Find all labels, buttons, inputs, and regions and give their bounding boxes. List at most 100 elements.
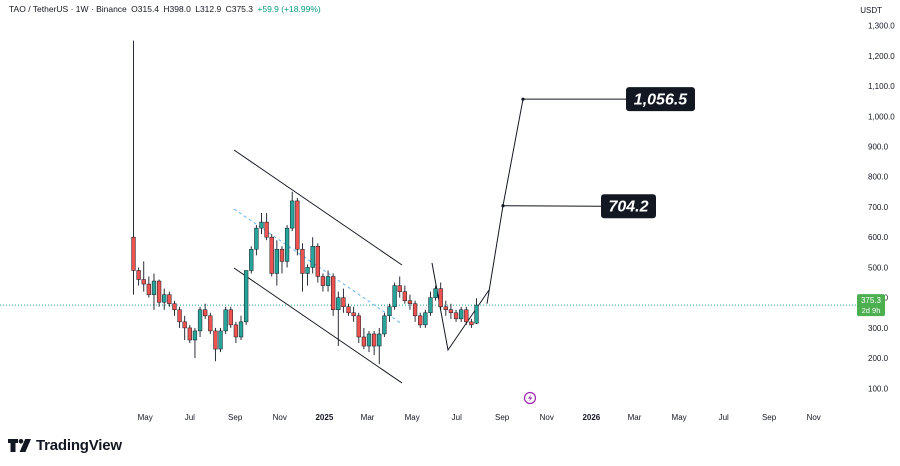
price-tick-label: 500.0 [868,263,889,272]
projection-path[interactable] [486,99,524,304]
candle-body [351,312,356,317]
symbol-legend: TAO / TetherUS · 1W · Binance O315.4 H39… [9,4,323,14]
time-tick-label: May [138,413,153,422]
axis-unit-label: USDT [860,6,882,15]
candle-body [182,321,187,329]
price-tick-label: 1,300.0 [868,22,895,31]
candle-body [371,333,377,347]
low-value: L312.9 [195,4,222,14]
channel-midline[interactable] [233,208,403,325]
candle-body [172,303,177,311]
candle-body [392,285,397,307]
candle-body [402,291,407,301]
brand-name: TradingView [36,437,122,454]
candle-body [274,249,280,274]
target-1056-label: 1,056.5 [634,92,688,109]
price-tick-label: 100.0 [868,384,889,393]
drawing-layer[interactable] [233,97,626,384]
candle-body [167,294,172,304]
candle-body [223,309,228,332]
candle-body [464,309,469,323]
target-704-label: 704.2 [608,199,648,216]
close-value: C375.3 [225,4,254,14]
candle-body [310,246,315,268]
candle-body [192,330,198,341]
candle-body [320,276,326,286]
target-704-box[interactable] [601,194,656,219]
time-tick-label: Jul [185,413,195,422]
time-axis[interactable]: May Jul Sep Nov 2025 Mar May Jul Sep Nov 2026 Mar Ma… [138,413,821,422]
candle-body [233,324,239,338]
candle-body [397,285,402,292]
candle-body [382,315,387,335]
bar-countdown: 2d 9h [862,306,881,315]
candle-body [453,312,459,320]
candle-body [218,330,223,350]
candle-body [151,280,157,295]
candle-body [290,200,295,229]
channel-upper-line[interactable] [233,149,403,266]
candle-body [438,288,443,307]
candle-body [203,309,208,317]
symbol-name[interactable]: TAO / TetherUS · 1W · Binance [9,4,127,14]
target-connector-line[interactable] [502,205,602,207]
candle-body [249,249,254,271]
price-tick-label: 1,100.0 [868,82,895,91]
time-tick-label: 2025 [315,413,333,422]
time-tick-label: Sep [228,413,243,422]
price-tick-label: 1,200.0 [868,52,895,61]
current-price-badge [857,294,885,317]
lightning-icon [528,394,533,402]
price-tick-label: 1,000.0 [868,112,895,121]
candle-body [238,321,244,338]
candle-body [459,309,464,320]
candle-body [361,336,367,347]
time-tick-label: Sep [495,413,510,422]
candle-body [131,236,136,271]
open-value: O315.4 [131,4,160,14]
candle-body [331,276,336,311]
candle-body [341,297,346,307]
channel-lower-line[interactable] [233,267,403,384]
time-tick-label: Mar [628,413,642,422]
candle-body [377,333,382,347]
candle-body [325,276,331,286]
candle-body [243,270,249,323]
candle-body [423,312,428,326]
candle-body [187,327,192,341]
candle-body [295,200,300,250]
price-tick-label: 900.0 [868,142,889,151]
candle-body [412,303,418,317]
price-tick-label: 600.0 [868,233,889,242]
candles-layer [131,40,479,365]
candle-body [300,249,305,274]
candle-body [443,306,448,311]
tradingview-logo[interactable]: TradingView [8,437,122,454]
time-tick-label: Jul [719,413,729,422]
time-tick-label: Nov [273,413,287,422]
time-tick-label: Nov [540,413,554,422]
candle-body [177,309,182,323]
time-tick-label: Mar [361,413,375,422]
candle-body [284,227,290,262]
candle-body [474,304,479,324]
price-tick-label: 800.0 [868,173,889,182]
candle-body [366,333,372,347]
candle-body [197,309,203,332]
high-value: H398.0 [163,4,191,14]
candle-body [156,280,162,303]
candle-body [259,221,264,229]
candle-body [407,300,413,304]
candle-body [418,315,423,326]
candle-body [387,306,392,317]
target-1056-box[interactable] [626,87,695,112]
label-layer: 704.2 1,056.5 375.32d 9h [523,87,885,405]
price-axis[interactable]: 100.0200.0300.0400.0500.0600.0700.0800.0… [868,22,895,394]
time-tick-label: Sep [762,413,777,422]
candle-body [228,309,233,326]
time-tick-label: May [405,413,420,422]
candle-body [448,309,454,314]
candle-body [136,270,141,280]
time-tick-label: Nov [807,413,821,422]
